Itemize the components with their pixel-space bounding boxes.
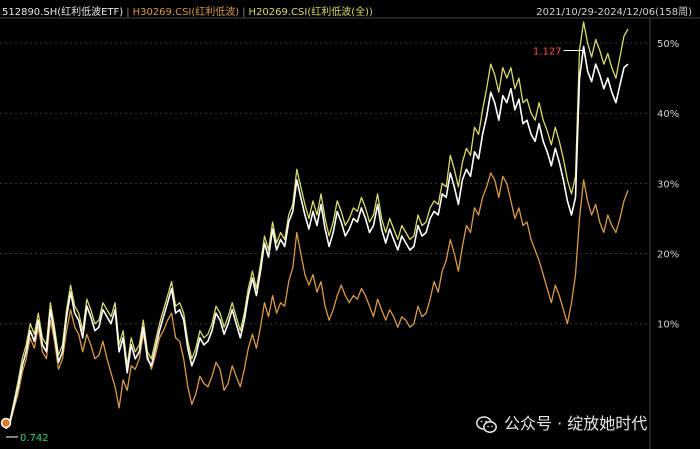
legend-etf[interactable]: 512890.SH(红利低波ETF) — [2, 7, 124, 18]
start-marker[interactable] — [0, 417, 12, 429]
watermark: 公众号 · 绽放她时代 — [476, 410, 647, 434]
series-line — [5, 172, 629, 430]
series-line — [5, 45, 629, 430]
legend-h30269[interactable]: H30269.CSI(红利低波) — [132, 7, 240, 18]
y-tick-label: 40% — [657, 109, 679, 120]
wechat-icon — [476, 415, 497, 433]
high-annotation: 1.127 — [533, 47, 562, 58]
y-axis: 10% 20% 30% 40% 50% — [657, 39, 679, 331]
series-line — [5, 21, 629, 430]
date-range[interactable]: 2021/10/29-2024/12/06(158周) — [536, 7, 692, 18]
chart-lines — [5, 21, 629, 430]
y-tick-label: 20% — [657, 250, 679, 261]
y-tick-label: 50% — [657, 39, 679, 50]
legend-separator: | — [242, 7, 246, 18]
legend-separator: | — [126, 7, 130, 18]
low-annotation: 0.742 — [20, 433, 49, 444]
legend: 512890.SH(红利低波ETF) | H30269.CSI(红利低波) | H202… — [2, 3, 373, 18]
y-tick-label: 10% — [657, 320, 679, 331]
watermark-text: 公众号 · 绽放她时代 — [504, 414, 648, 433]
chart-annotations: 1.127 0.742 — [0, 47, 584, 444]
y-tick-label: 30% — [657, 179, 679, 190]
legend-h20269[interactable]: H20269.CSI(红利低波(全)) — [248, 7, 373, 18]
chart-grid — [0, 17, 700, 449]
